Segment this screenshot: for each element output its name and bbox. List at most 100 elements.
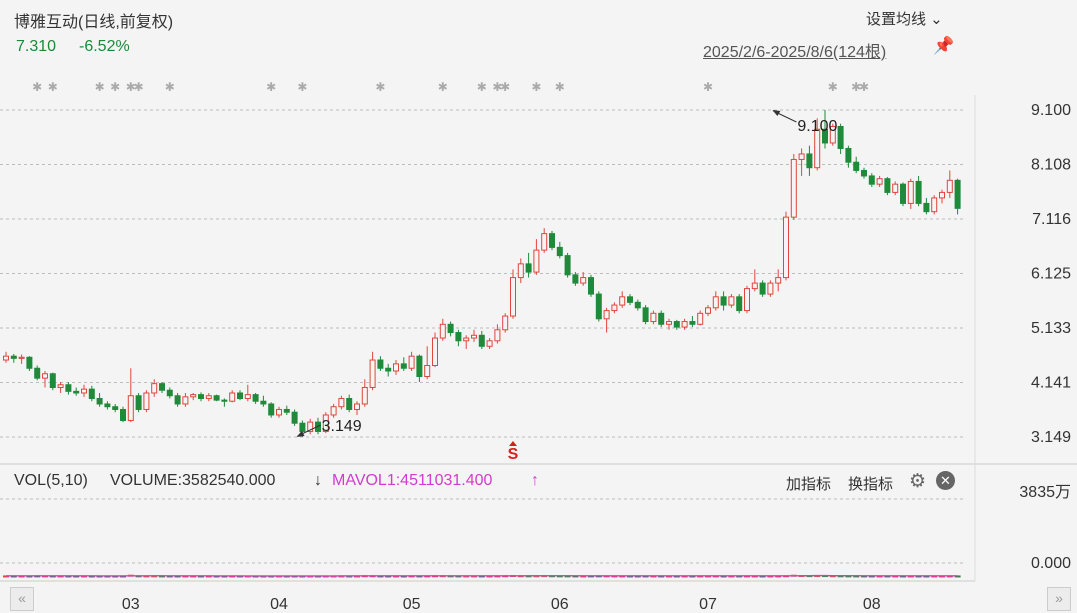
ma-setting-button[interactable]: 设置均线 ⌄ (866, 8, 943, 29)
candle-body (260, 400, 267, 405)
candle-body (939, 191, 945, 199)
candle-body (868, 175, 875, 185)
price-tick-label: 4.141 (1031, 374, 1071, 391)
candle-body (166, 389, 173, 397)
signal-marker: S (508, 446, 519, 463)
event-marker-icon: ✱ (126, 80, 136, 94)
candle-body (954, 179, 961, 209)
candle-body (26, 356, 33, 369)
candle-body (198, 394, 204, 399)
event-marker-icon: ✱ (32, 80, 42, 94)
candle-body (798, 153, 805, 160)
candle-body (736, 296, 743, 312)
volume-value-label: VOLUME:3582540.000 (110, 472, 276, 489)
candle-body (104, 403, 111, 408)
scroll-right-button[interactable]: » (1047, 587, 1071, 611)
candle-body (915, 180, 922, 204)
candle-body (697, 312, 704, 325)
candle-body (432, 337, 438, 367)
current-price: 7.310 (16, 38, 57, 55)
candle-body (190, 394, 197, 398)
candle-body (486, 340, 493, 347)
x-tick-label: 06 (551, 596, 569, 613)
candle-body (861, 169, 867, 177)
candle-body (790, 158, 797, 218)
candle-body (377, 359, 384, 369)
candle-body (42, 373, 48, 379)
x-tick-label: 07 (699, 596, 717, 613)
swap-indicator-button[interactable]: 换指标 (848, 476, 894, 493)
candle-body (283, 408, 290, 413)
mavol5-line (6, 574, 958, 577)
candle-body (541, 233, 548, 251)
candle-body (517, 263, 524, 279)
candle-body (346, 397, 353, 410)
candle-body (510, 277, 516, 317)
candle-body (744, 288, 750, 312)
candle-body (603, 310, 610, 320)
x-tick-label: 05 (403, 596, 421, 613)
volume-tick-label: 3835万 (1019, 484, 1071, 501)
candle-body (182, 396, 189, 405)
event-marker-icon: ✱ (555, 80, 565, 94)
candle-body (205, 395, 212, 399)
event-marker-icon: ✱ (492, 80, 502, 94)
candle-body (455, 332, 462, 342)
candle-body (112, 406, 119, 410)
stock-title: 博雅互动(日线,前复权) (14, 14, 174, 31)
candle-body (361, 386, 368, 405)
candle-body (619, 296, 626, 306)
pin-icon[interactable]: 📌 (933, 36, 955, 55)
gear-icon[interactable]: ⚙ (909, 471, 927, 492)
candle-body (845, 147, 852, 163)
event-marker-icon: ✱ (375, 80, 385, 94)
event-marker-icon: ✱ (859, 80, 869, 94)
event-marker-icon: ✱ (266, 80, 276, 94)
candle-body (814, 128, 821, 169)
high-arrow-head (772, 110, 781, 116)
candle-body (424, 365, 431, 378)
add-indicator-button[interactable]: 加指标 (786, 476, 832, 493)
close-icon[interactable]: ✕ (936, 471, 955, 490)
date-range-link[interactable]: 2025/2/6-2025/8/6(124根) (703, 44, 887, 61)
event-marker-icon: ✱ (531, 80, 541, 94)
candle-body (393, 363, 399, 372)
price-tick-label: 8.108 (1031, 157, 1071, 174)
event-marker-icon: ✱ (134, 80, 144, 94)
candle-body (767, 282, 774, 295)
event-marker-icon: ✱ (48, 80, 58, 94)
candle-body (213, 395, 220, 401)
event-marker-icon: ✱ (477, 80, 487, 94)
price-tick-label: 5.133 (1031, 320, 1071, 337)
candle-body (120, 408, 126, 421)
high-price-label: 9.100 (797, 118, 837, 135)
candle-body (57, 384, 64, 388)
candle-body (705, 307, 711, 314)
candle-body (892, 183, 899, 193)
mavol-value-label: MAVOL1:4511031.400 (332, 472, 493, 489)
candle-body (494, 329, 501, 342)
candle-body (3, 355, 9, 361)
price-tick-label: 9.100 (1031, 102, 1071, 119)
ma-setting-label: 设置均线 (866, 11, 927, 28)
event-marker-icon: ✱ (438, 80, 448, 94)
scroll-left-button[interactable]: « (10, 587, 34, 611)
x-tick-label: 08 (863, 596, 881, 613)
candle-body (712, 296, 719, 309)
candle-body (268, 403, 275, 416)
candle-body (720, 296, 727, 306)
candle-body (876, 178, 883, 185)
candle-body (127, 395, 134, 421)
event-marker-icon: ✱ (851, 80, 861, 94)
candle-body (728, 296, 735, 306)
chevron-down-icon: ⌄ (926, 11, 943, 28)
candle-body (549, 233, 555, 248)
candle-body (65, 384, 72, 392)
candle-body (946, 179, 953, 193)
candle-body (822, 128, 828, 144)
candle-body (229, 392, 236, 402)
candle-body (159, 383, 165, 391)
candle-body (81, 388, 87, 394)
low-price-label: 3.149 (322, 418, 362, 435)
